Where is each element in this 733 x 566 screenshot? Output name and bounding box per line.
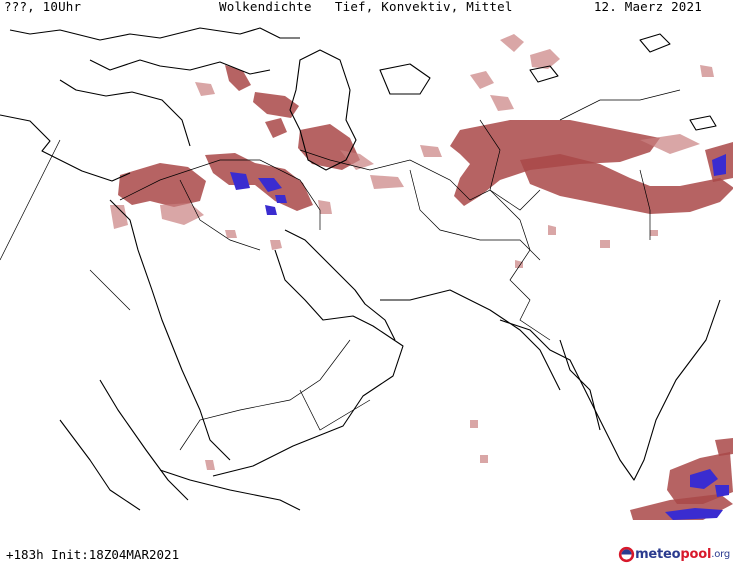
meteopool-logo-icon xyxy=(618,546,635,562)
forecast-date: 12. Maerz 2021 xyxy=(593,0,702,14)
logo-text-pool: pool xyxy=(680,546,712,562)
cloud-layer xyxy=(110,34,733,520)
meteopool-logo[interactable]: meteo pool .org xyxy=(618,544,730,564)
logo-text-org: .org xyxy=(711,548,730,560)
convective-cells xyxy=(230,154,729,520)
logo-text-meteo: meteo xyxy=(635,546,681,562)
coastlines xyxy=(0,27,721,511)
weather-map xyxy=(0,27,733,520)
run-info: +183h Init:18Z04MAR2021 xyxy=(6,547,180,562)
run-label: ???, 10Uhr xyxy=(4,0,82,14)
country-borders xyxy=(0,89,681,451)
map-title: Wolkendichte Tief, Konvektiv, Mittel xyxy=(219,0,513,14)
